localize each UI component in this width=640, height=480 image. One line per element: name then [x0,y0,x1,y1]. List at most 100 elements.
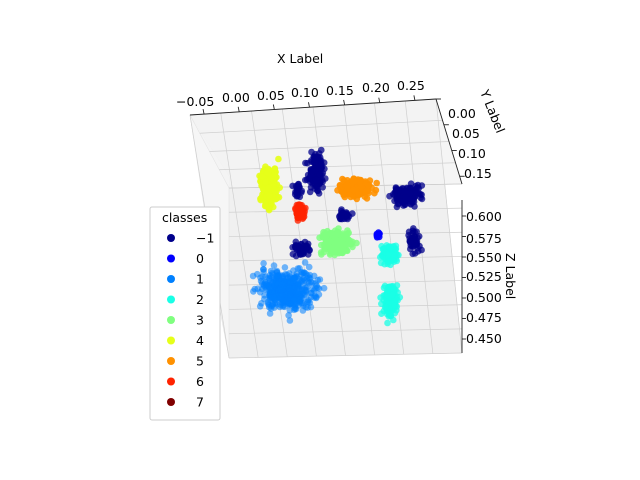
scatter-point [393,203,401,211]
z-tick-label: 0.475 [466,310,502,325]
scatter-point [276,303,284,311]
scatter-point [381,303,389,311]
scatter-point [320,284,328,292]
scatter-point [290,274,297,282]
scatter-point [270,262,278,269]
y-tick-label: 0.15 [464,166,492,181]
scatter-point [291,302,299,309]
scatter-point [293,189,301,196]
grid-line [228,256,463,262]
scatter-point [391,309,399,317]
scatter-point [259,273,266,281]
scatter-point [319,232,326,239]
scatter-point [287,279,295,287]
scatter-point [308,148,315,156]
scatter-point [312,285,319,292]
x-tick-mark [202,108,205,115]
z-axis-label: Z Label [503,253,518,299]
scatter-point [338,206,345,213]
legend-marker [167,357,175,365]
x-tick-mark [308,102,310,108]
legend-label: 4 [196,333,204,348]
grid-line [435,98,463,354]
scatter-point [395,187,403,194]
axes [189,95,466,353]
scatter-point [281,297,289,304]
scatter-point [418,246,425,254]
scatter-point [316,171,324,178]
scatter-point [391,251,399,259]
grid-line [343,104,375,355]
scatter-point [331,234,339,242]
x-tick-mark [237,106,240,112]
scatter-point [344,186,351,193]
legend-marker [167,254,175,263]
scatter-point [318,146,325,154]
scatter-point [271,165,279,172]
grid-line [199,119,443,134]
scatter-point [411,233,419,241]
z-tick-labels: 0.600 0.575 0.550 0.525 0.500 0.475 0.45… [466,209,502,346]
legend-label: 6 [196,374,204,389]
scatter-point [385,258,393,265]
scatter-point [319,184,327,191]
scatter-point [272,299,279,306]
scatter-point [269,290,277,297]
scatter-point [329,244,337,252]
scatter-point [311,156,319,163]
scatter-point [357,177,364,185]
scatter-point [262,178,269,186]
legend-label: 3 [196,313,204,328]
scatter-point [302,303,310,311]
scatter-point [254,285,262,293]
scatter-point [287,292,294,300]
scatter-point [293,246,300,253]
scatter-point [286,317,294,324]
scatter-point [344,215,351,223]
legend-label: 0 [196,251,204,266]
x-tick-mark [272,104,275,110]
scatter-point [377,259,385,267]
scatter-point [406,190,414,197]
scatter-point [294,290,302,298]
scatter-point [358,183,366,190]
scatter-point [279,273,287,281]
z-tick-label: 0.550 [466,250,502,265]
scatter-point [271,186,278,193]
scatter-point [384,319,391,327]
x-tick-label: 0.00 [222,90,250,105]
scatter-point [266,192,273,199]
scatter-point [261,292,268,299]
scatter-point [331,251,339,259]
x-axis-line [189,98,437,116]
scatter-point [294,204,302,211]
y-tick-label: 0.10 [458,146,486,161]
scatter-point [418,182,426,189]
scatter-point [262,202,270,210]
y-tick-labels: 0.00 0.05 0.10 0.15 [448,106,492,181]
scatter-point [275,194,283,201]
x-tick-mark [413,95,416,101]
scatter-point [334,240,341,247]
scatter-point [402,194,409,201]
legend-label: 5 [196,354,204,369]
scatter-point [297,251,304,258]
scatter-point [363,195,371,202]
scatter-point [264,298,272,306]
legend-marker [167,316,175,324]
scatter-point [272,278,280,286]
scatter-point [301,259,309,266]
scatter-point [281,303,289,311]
scatter-point [350,186,358,194]
scatter-point [264,169,272,177]
scatter-point [334,187,341,194]
scatter-point [391,191,398,199]
scatter-point [295,275,303,283]
scatter-point [393,282,401,289]
scatter-point [410,195,418,203]
scatter-point [310,272,318,280]
scatter-point [373,179,381,187]
scatter-point [303,286,310,294]
y-tick-label: 0.05 [452,126,480,141]
legend-label: 1 [196,272,204,287]
